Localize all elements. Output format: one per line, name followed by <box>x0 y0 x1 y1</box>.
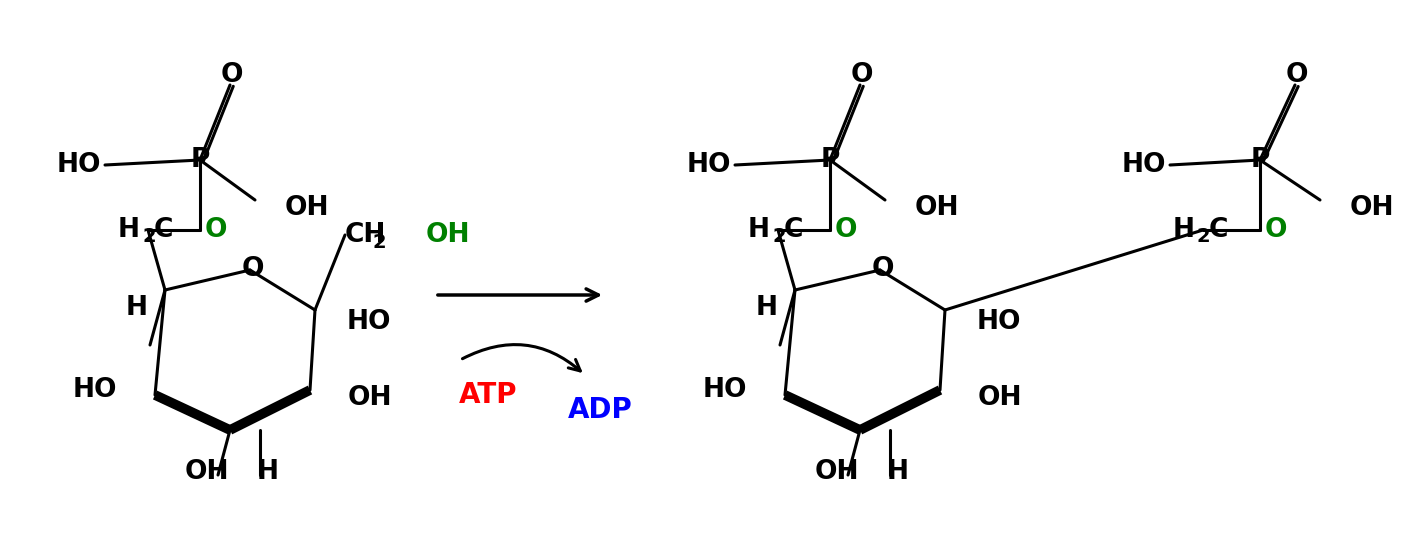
Text: C: C <box>153 217 173 243</box>
Text: H: H <box>755 295 778 321</box>
Text: OH: OH <box>815 459 859 485</box>
Text: OH: OH <box>426 222 470 248</box>
Text: O: O <box>241 256 264 282</box>
Text: OH: OH <box>185 459 230 485</box>
Text: HO: HO <box>1122 152 1166 178</box>
Text: P: P <box>1251 147 1269 173</box>
Text: O: O <box>1265 217 1288 243</box>
Text: OH: OH <box>978 385 1022 411</box>
Text: H: H <box>748 217 770 243</box>
Text: HO: HO <box>72 377 116 403</box>
Text: 2: 2 <box>142 228 156 247</box>
Text: H: H <box>126 295 148 321</box>
Text: OH: OH <box>914 195 960 221</box>
Text: O: O <box>220 62 243 88</box>
Text: OH: OH <box>1350 195 1394 221</box>
Text: HO: HO <box>346 309 392 335</box>
Text: 2: 2 <box>1197 228 1211 247</box>
Text: ADP: ADP <box>568 396 632 424</box>
FancyArrowPatch shape <box>463 344 581 371</box>
Text: HO: HO <box>57 152 101 178</box>
Text: P: P <box>821 147 839 173</box>
Text: C: C <box>1208 217 1228 243</box>
Text: OH: OH <box>285 195 329 221</box>
Text: O: O <box>872 256 895 282</box>
Text: H: H <box>888 459 909 485</box>
Text: 2: 2 <box>772 228 785 247</box>
Text: H: H <box>257 459 278 485</box>
Text: O: O <box>851 62 873 88</box>
Text: ATP: ATP <box>459 381 517 409</box>
Text: H: H <box>118 217 141 243</box>
Text: OH: OH <box>348 385 392 411</box>
Text: P: P <box>190 147 210 173</box>
Text: O: O <box>204 217 227 243</box>
Text: HO: HO <box>977 309 1021 335</box>
Text: HO: HO <box>703 377 747 403</box>
Text: O: O <box>1285 62 1308 88</box>
Text: O: O <box>835 217 858 243</box>
Text: CH: CH <box>345 222 386 248</box>
Text: HO: HO <box>686 152 731 178</box>
Text: 2: 2 <box>373 233 386 252</box>
Text: H: H <box>1173 217 1196 243</box>
Text: C: C <box>784 217 804 243</box>
